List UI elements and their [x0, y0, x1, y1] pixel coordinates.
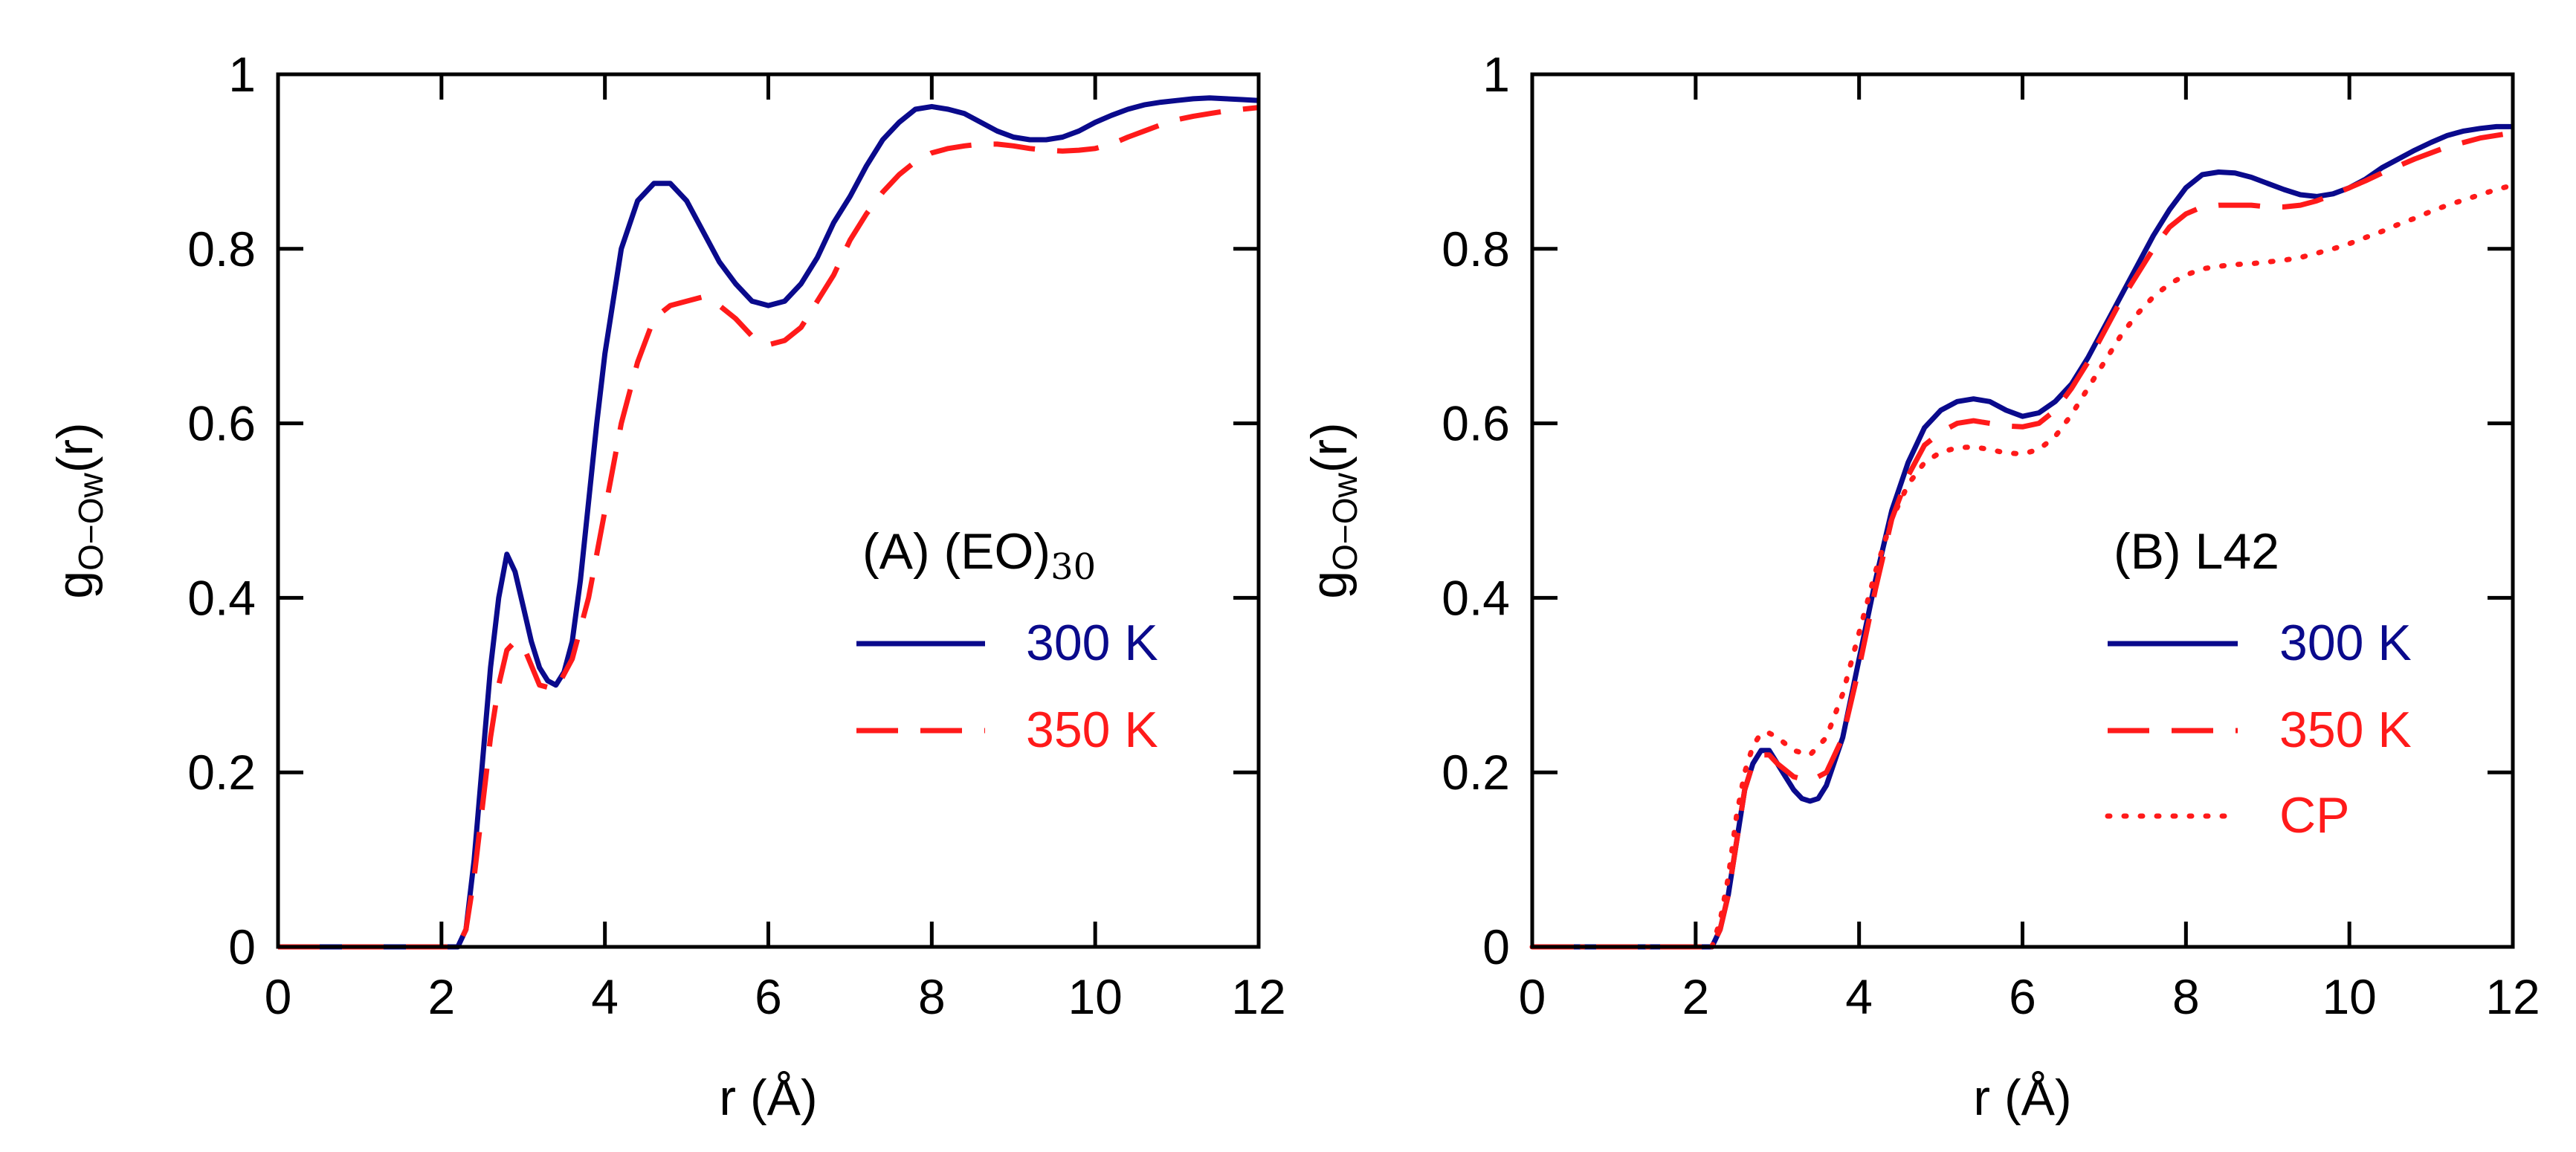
y-axis-title: gO−Ow(r) — [47, 422, 110, 598]
y-tick-label: 0 — [1482, 919, 1510, 974]
y-axis-title-base: g — [47, 571, 103, 599]
x-tick-label: 12 — [2485, 969, 2540, 1024]
legend-label-300-k: 300 K — [1026, 615, 1158, 671]
y-axis-title: gO−Ow(r) — [1301, 422, 1364, 598]
y-axis-title-base: g — [1301, 571, 1358, 599]
panel-label: (A) (EO)30 — [862, 523, 1096, 588]
y-axis-title-suffix: (r) — [47, 422, 103, 473]
legend-label-300-k: 300 K — [2279, 615, 2412, 671]
y-tick-label: 0.8 — [1442, 221, 1510, 276]
x-axis-title: r (Å) — [1973, 1070, 2071, 1126]
panel-label: (B) L42 — [2114, 523, 2279, 580]
x-tick-label: 6 — [2009, 969, 2036, 1024]
x-tick-label: 4 — [591, 969, 619, 1024]
x-tick-label: 12 — [1231, 969, 1285, 1024]
legend-label-350-k: 350 K — [2279, 702, 2412, 758]
y-tick-label: 0.6 — [187, 396, 256, 451]
panel-label-text: (A) (EO) — [862, 523, 1050, 580]
x-tick-label: 0 — [265, 969, 292, 1024]
x-tick-label: 0 — [1519, 969, 1546, 1024]
x-tick-label: 10 — [1068, 969, 1122, 1024]
y-axis-title-subscript: O−Ow — [71, 472, 110, 570]
x-tick-label: 8 — [918, 969, 946, 1024]
panel-label-text: (B) L42 — [2114, 523, 2279, 580]
series-line-350-k — [1532, 130, 2514, 950]
series-line-300-k — [278, 95, 1259, 950]
y-tick-label: 0 — [228, 919, 256, 974]
x-tick-label: 10 — [2322, 969, 2376, 1024]
x-tick-label: 6 — [755, 969, 782, 1024]
y-tick-label: 0.4 — [187, 570, 256, 625]
y-tick-label: 0.2 — [1442, 745, 1510, 800]
x-tick-label: 4 — [1845, 969, 1873, 1024]
y-axis-title-subscript: O−Ow — [1326, 472, 1364, 570]
y-tick-label: 1 — [1482, 47, 1510, 102]
legend-label-350-k: 350 K — [1026, 702, 1158, 758]
panel-label-subscript: 30 — [1050, 546, 1096, 588]
panel-a: 0 2 4 6 8 10 12 0 0.2 0.4 0.6 0.8 1 r (Å) gO−Ow(r) (A) … — [47, 47, 1286, 1126]
x-axis-title: r (Å) — [719, 1070, 817, 1126]
y-tick-label: 0.8 — [187, 221, 256, 276]
y-tick-label: 0.4 — [1442, 570, 1510, 625]
panel-b: 0 2 4 6 8 10 12 0 0.2 0.4 0.6 0.8 1 r (Å) gO−Ow(r) (B) … — [1301, 47, 2540, 1126]
x-tick-label: 2 — [1682, 969, 1709, 1024]
y-tick-label: 0.6 — [1442, 396, 1510, 451]
y-tick-label: 0.2 — [187, 745, 256, 800]
legend-label-cp: CP — [2279, 787, 2349, 844]
y-tick-label: 1 — [228, 47, 256, 102]
x-tick-label: 2 — [427, 969, 455, 1024]
x-tick-label: 8 — [2172, 969, 2200, 1024]
y-axis-title-suffix: (r) — [1301, 422, 1358, 473]
series-line-cp — [1529, 182, 2516, 950]
